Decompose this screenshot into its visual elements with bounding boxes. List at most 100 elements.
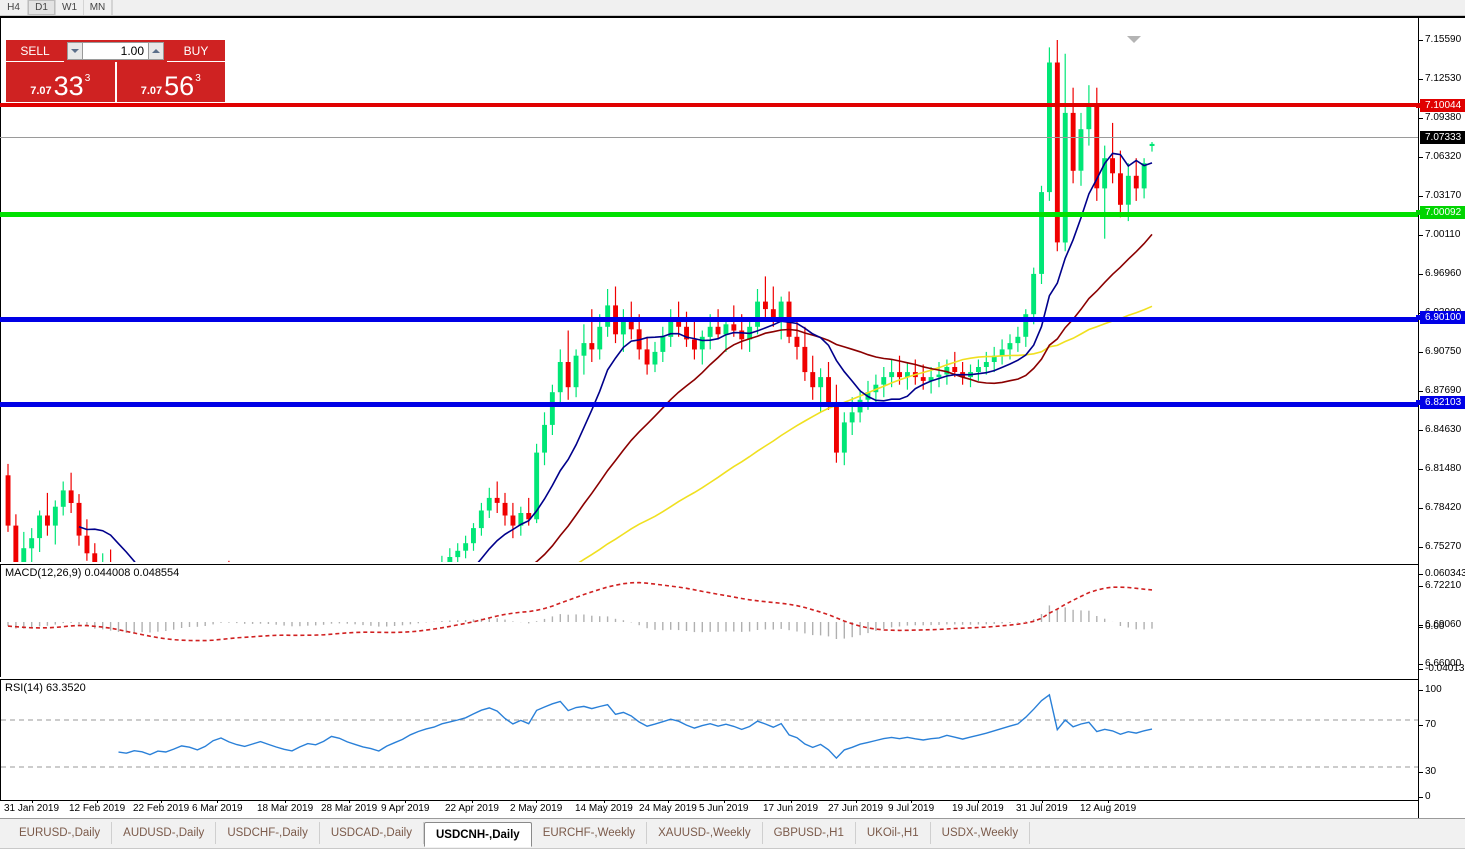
timeframe-button-d1[interactable]: D1 <box>28 0 56 15</box>
candle-body <box>84 535 90 554</box>
candle-body <box>605 305 611 327</box>
chart-tab-ukoil-h1[interactable]: UKOil-,H1 <box>856 822 931 844</box>
candle-body <box>810 372 816 388</box>
candle-body <box>715 326 721 335</box>
price-line-resistance-red[interactable] <box>0 103 1418 107</box>
date-axis-label: 2 May 2019 <box>510 800 563 814</box>
rsi-scale-100: 100 <box>1419 684 1465 696</box>
price-scale[interactable]: 7.15590 7.12530 7.09380 7.06320 7.03170 7.001… <box>1416 18 1465 818</box>
price-scale-tick: 6.78420 <box>1419 502 1465 514</box>
candle-body <box>668 320 674 337</box>
price-pane <box>0 18 1418 562</box>
candle-body <box>699 336 705 350</box>
buy-label: BUY <box>167 40 225 62</box>
date-axis-label: 22 Feb 2019 <box>133 800 190 814</box>
volume-control: 1.00 <box>64 40 167 62</box>
candle-body <box>976 367 981 372</box>
candle-body <box>660 336 666 352</box>
chart-tab-xauusd-weekly[interactable]: XAUUSD-,Weekly <box>647 822 763 844</box>
chart-tab-usdcad-daily[interactable]: USDCAD-,Daily <box>320 822 424 844</box>
chart-tab-gbpusd-h1[interactable]: GBPUSD-,H1 <box>763 822 856 844</box>
candle-body <box>1054 62 1060 243</box>
candle-body <box>29 538 35 549</box>
timeframe-button-w1[interactable]: W1 <box>56 0 84 15</box>
date-axis-label: 27 Jun 2019 <box>828 800 884 814</box>
price-line-support-blue-2[interactable] <box>0 402 1418 407</box>
price-line-support-green[interactable] <box>0 212 1418 217</box>
candle-body <box>770 309 776 318</box>
macd-scale-bottom: -0.040136 <box>1419 663 1465 675</box>
ma-mid <box>534 233 1153 562</box>
scroll-position-marker-icon[interactable] <box>1127 36 1141 43</box>
chart-tab-audusd-daily[interactable]: AUDUSD-,Daily <box>112 822 217 844</box>
date-axis-label: 17 Jun 2019 <box>763 800 819 814</box>
toolbar-spacer <box>112 0 1465 15</box>
candle-body <box>45 515 50 526</box>
date-axis-label: 31 Jul 2019 <box>1016 800 1068 814</box>
chart-tab-eurusd-daily[interactable]: EURUSD-,Daily <box>8 822 113 844</box>
candle-body <box>526 513 532 520</box>
date-axis-label: 31 Jan 2019 <box>4 800 60 814</box>
date-axis-label: 28 Mar 2019 <box>321 800 378 814</box>
candle-body <box>597 326 603 350</box>
sell-price-fraction: 3 <box>84 73 91 84</box>
price-scale-tick: 6.84630 <box>1419 424 1465 436</box>
price-line-support-blue-1[interactable] <box>0 317 1418 322</box>
volume-decrease-button[interactable] <box>67 42 83 60</box>
date-axis-label: 19 Jul 2019 <box>952 800 1004 814</box>
chevron-down-icon <box>71 49 79 53</box>
candle-body <box>1125 175 1131 205</box>
ma-fast <box>78 152 1153 562</box>
date-axis-label: 9 Jul 2019 <box>888 800 935 814</box>
chart-tab-usdcnh-daily[interactable]: USDCNH-,Daily <box>423 822 532 847</box>
sell-price-main: 33 <box>53 71 84 101</box>
price-scale-tick: 6.72210 <box>1419 580 1465 592</box>
candle-body <box>755 301 760 327</box>
price-scale-badge-black: 7.07333 <box>1420 131 1465 144</box>
oct-header-row: SELL 1.00 BUY <box>6 40 225 62</box>
candle-body <box>905 372 910 378</box>
candle-body <box>1141 163 1147 189</box>
price-scale-badge-red: 7.10044 <box>1416 99 1465 112</box>
buy-price-prefix: 7.07 <box>140 85 163 97</box>
candle-body <box>794 336 800 347</box>
macd-left-border <box>0 565 1 677</box>
candle-body <box>565 362 571 388</box>
price-scale-tick: 7.06320 <box>1419 151 1465 163</box>
chart-tab-usdchf-daily[interactable]: USDCHF-,Daily <box>216 822 320 844</box>
buy-button[interactable]: 7.07 56 3 <box>116 62 225 102</box>
candle-body <box>1086 104 1092 130</box>
candle-body <box>534 452 540 520</box>
macd-label: MACD(12,26,9) 0.044008 0.048554 <box>5 567 180 579</box>
candle-body <box>841 422 847 453</box>
macd-pane: MACD(12,26,9) 0.044008 0.048554 <box>0 564 1418 677</box>
candle-body <box>549 392 555 425</box>
candle-body <box>76 502 82 536</box>
date-axis-label: 18 Mar 2019 <box>257 800 314 814</box>
buy-price-fraction: 3 <box>195 73 201 84</box>
candle-body <box>486 497 492 511</box>
timeframe-button-h4[interactable]: H4 <box>0 0 28 15</box>
sell-button[interactable]: 7.07 33 3 <box>6 62 117 102</box>
price-line-current <box>0 137 1418 138</box>
date-axis: 31 Jan 2019 12 Feb 2019 22 Feb 2019 6 Mar 2… <box>0 800 1418 818</box>
candle-body <box>1133 175 1139 189</box>
volume-input[interactable]: 1.00 <box>83 42 148 60</box>
timeframe-button-mn[interactable]: MN <box>84 0 112 15</box>
volume-increase-button[interactable] <box>148 42 164 60</box>
rsi-pane: RSI(14) 63.3520 <box>0 679 1418 800</box>
candle-body <box>628 318 634 330</box>
candle-body <box>13 525 19 562</box>
candle-body <box>1078 129 1084 171</box>
price-scale-tick: 6.69060 <box>1419 619 1465 631</box>
date-axis-label: 24 May 2019 <box>639 800 697 814</box>
candle-body <box>920 377 926 381</box>
chart-tab-usdx-weekly[interactable]: USDX-,Weekly <box>931 822 1031 844</box>
candle-body <box>1007 343 1013 350</box>
chart-tab-eurchf-weekly[interactable]: EURCHF-,Weekly <box>532 822 648 844</box>
candle-body <box>652 351 658 365</box>
candle-body <box>52 506 58 526</box>
candle-body <box>676 320 682 327</box>
candle-body <box>1039 192 1044 274</box>
one-click-trading-panel: SELL 1.00 BUY 7.07 33 3 7.07 56 3 <box>6 40 225 102</box>
